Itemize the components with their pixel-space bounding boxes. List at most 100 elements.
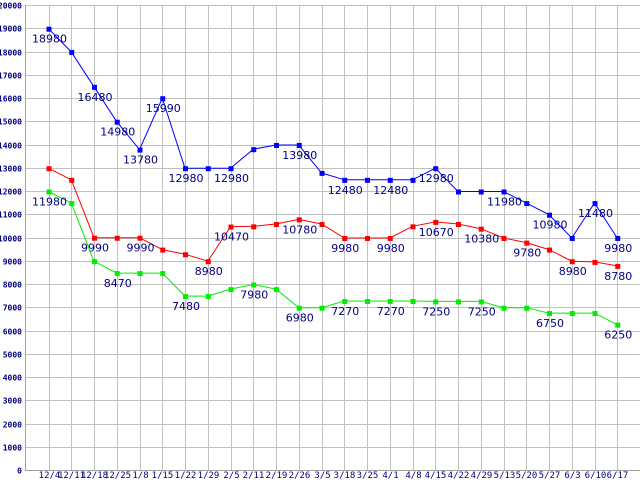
data-point-blue bbox=[137, 147, 143, 153]
data-label-red: 9980 bbox=[331, 242, 359, 255]
data-label-red: 9990 bbox=[127, 242, 155, 255]
y-tick-label: 8000 bbox=[3, 281, 22, 290]
x-tick-label: 1/29 bbox=[198, 471, 220, 480]
data-point-red bbox=[569, 259, 575, 265]
data-label-red: 9780 bbox=[513, 247, 541, 260]
data-point-blue bbox=[274, 142, 279, 148]
data-point-red bbox=[592, 259, 598, 265]
data-point-red bbox=[342, 235, 348, 241]
data-label-green: 6750 bbox=[536, 317, 564, 330]
data-point-red bbox=[501, 235, 507, 241]
x-tick-label: 3/25 bbox=[357, 471, 379, 480]
data-label-blue: 13780 bbox=[123, 154, 158, 167]
data-label-green: 6250 bbox=[604, 329, 632, 342]
data-point-green bbox=[274, 287, 279, 293]
data-point-red bbox=[92, 235, 97, 241]
data-point-red bbox=[69, 177, 75, 183]
data-label-red: 9980 bbox=[377, 242, 405, 255]
data-point-blue bbox=[92, 84, 97, 90]
data-point-blue bbox=[114, 119, 120, 125]
x-tick-label: 5/13 bbox=[494, 471, 516, 480]
x-tick-label: 2/11 bbox=[243, 471, 265, 480]
data-label-red: 8780 bbox=[604, 270, 632, 283]
data-label-green: 7480 bbox=[172, 300, 200, 313]
data-point-green bbox=[478, 299, 484, 305]
data-label-blue: 14980 bbox=[100, 126, 135, 139]
data-point-green bbox=[114, 271, 120, 277]
data-label-red: 10780 bbox=[282, 223, 317, 236]
data-point-blue bbox=[296, 142, 302, 148]
y-tick-label: 5000 bbox=[3, 351, 22, 360]
x-tick-label: 12/18 bbox=[81, 471, 108, 480]
data-label-blue: 12980 bbox=[169, 172, 204, 185]
data-label-blue: 12480 bbox=[373, 184, 408, 197]
y-tick-label: 11000 bbox=[0, 211, 22, 220]
data-label-red: 10470 bbox=[214, 231, 249, 244]
data-point-red bbox=[160, 247, 166, 253]
x-tick-label: 4/15 bbox=[425, 471, 447, 480]
x-tick-label: 4/29 bbox=[471, 471, 493, 480]
data-point-red bbox=[137, 235, 143, 241]
data-label-blue: 13980 bbox=[282, 149, 317, 162]
data-label-green: 7270 bbox=[331, 305, 359, 318]
data-point-blue bbox=[547, 212, 552, 218]
x-tick-label: 6/17 bbox=[607, 471, 629, 480]
data-point-green bbox=[251, 282, 257, 288]
data-point-green bbox=[365, 298, 370, 304]
data-point-blue bbox=[69, 49, 75, 55]
data-point-green bbox=[547, 311, 552, 317]
data-point-green bbox=[319, 305, 325, 311]
data-label-blue: 15990 bbox=[146, 102, 181, 115]
data-label-green: 7250 bbox=[422, 305, 450, 318]
y-tick-label: 14000 bbox=[0, 142, 22, 151]
y-tick-label: 16000 bbox=[0, 95, 22, 104]
data-point-green bbox=[92, 259, 97, 265]
series-line-red bbox=[48, 167, 618, 267]
data-point-blue bbox=[342, 177, 348, 183]
data-label-green: 7270 bbox=[377, 305, 405, 318]
data-point-red bbox=[524, 240, 530, 246]
y-tick-label: 15000 bbox=[0, 118, 22, 127]
data-point-green bbox=[69, 201, 75, 207]
y-tick-label: 18000 bbox=[0, 49, 22, 58]
data-label-blue: 18980 bbox=[32, 33, 67, 46]
data-point-red bbox=[319, 222, 325, 228]
x-tick-label: 3/5 bbox=[314, 471, 330, 480]
data-point-red bbox=[387, 235, 393, 241]
x-tick-label: 6/10 bbox=[585, 471, 607, 480]
data-point-red bbox=[183, 252, 188, 258]
data-label-green: 8470 bbox=[104, 277, 132, 290]
data-point-blue bbox=[319, 170, 325, 176]
data-point-green bbox=[137, 271, 143, 277]
data-point-blue bbox=[592, 201, 598, 207]
data-point-green bbox=[160, 271, 166, 277]
series-line-green bbox=[48, 191, 618, 326]
x-tick-label: 4/8 bbox=[405, 471, 421, 480]
x-tick-label: 4/22 bbox=[448, 471, 470, 480]
data-point-green bbox=[228, 287, 234, 293]
data-label-blue: 10980 bbox=[533, 219, 568, 232]
x-tick-label: 2/5 bbox=[223, 471, 239, 480]
data-point-blue bbox=[615, 235, 621, 241]
y-tick-label: 17000 bbox=[0, 72, 22, 81]
data-point-green bbox=[183, 294, 188, 300]
data-point-blue bbox=[205, 166, 211, 172]
data-point-red bbox=[205, 259, 211, 265]
data-point-red bbox=[274, 222, 279, 228]
x-tick-label: 5/20 bbox=[516, 471, 538, 480]
data-point-red bbox=[615, 263, 621, 269]
data-point-blue bbox=[433, 166, 439, 172]
y-tick-label: 10000 bbox=[0, 235, 22, 244]
data-point-red bbox=[478, 226, 484, 232]
data-point-green bbox=[296, 305, 302, 311]
data-point-blue bbox=[183, 166, 188, 172]
data-label-red: 9990 bbox=[81, 242, 109, 255]
data-point-green bbox=[456, 299, 461, 305]
data-point-green bbox=[342, 298, 348, 304]
series-line-blue bbox=[48, 28, 618, 239]
data-point-red bbox=[456, 222, 461, 228]
data-point-green bbox=[410, 298, 416, 304]
data-point-blue bbox=[569, 235, 575, 241]
data-point-green bbox=[501, 305, 507, 311]
